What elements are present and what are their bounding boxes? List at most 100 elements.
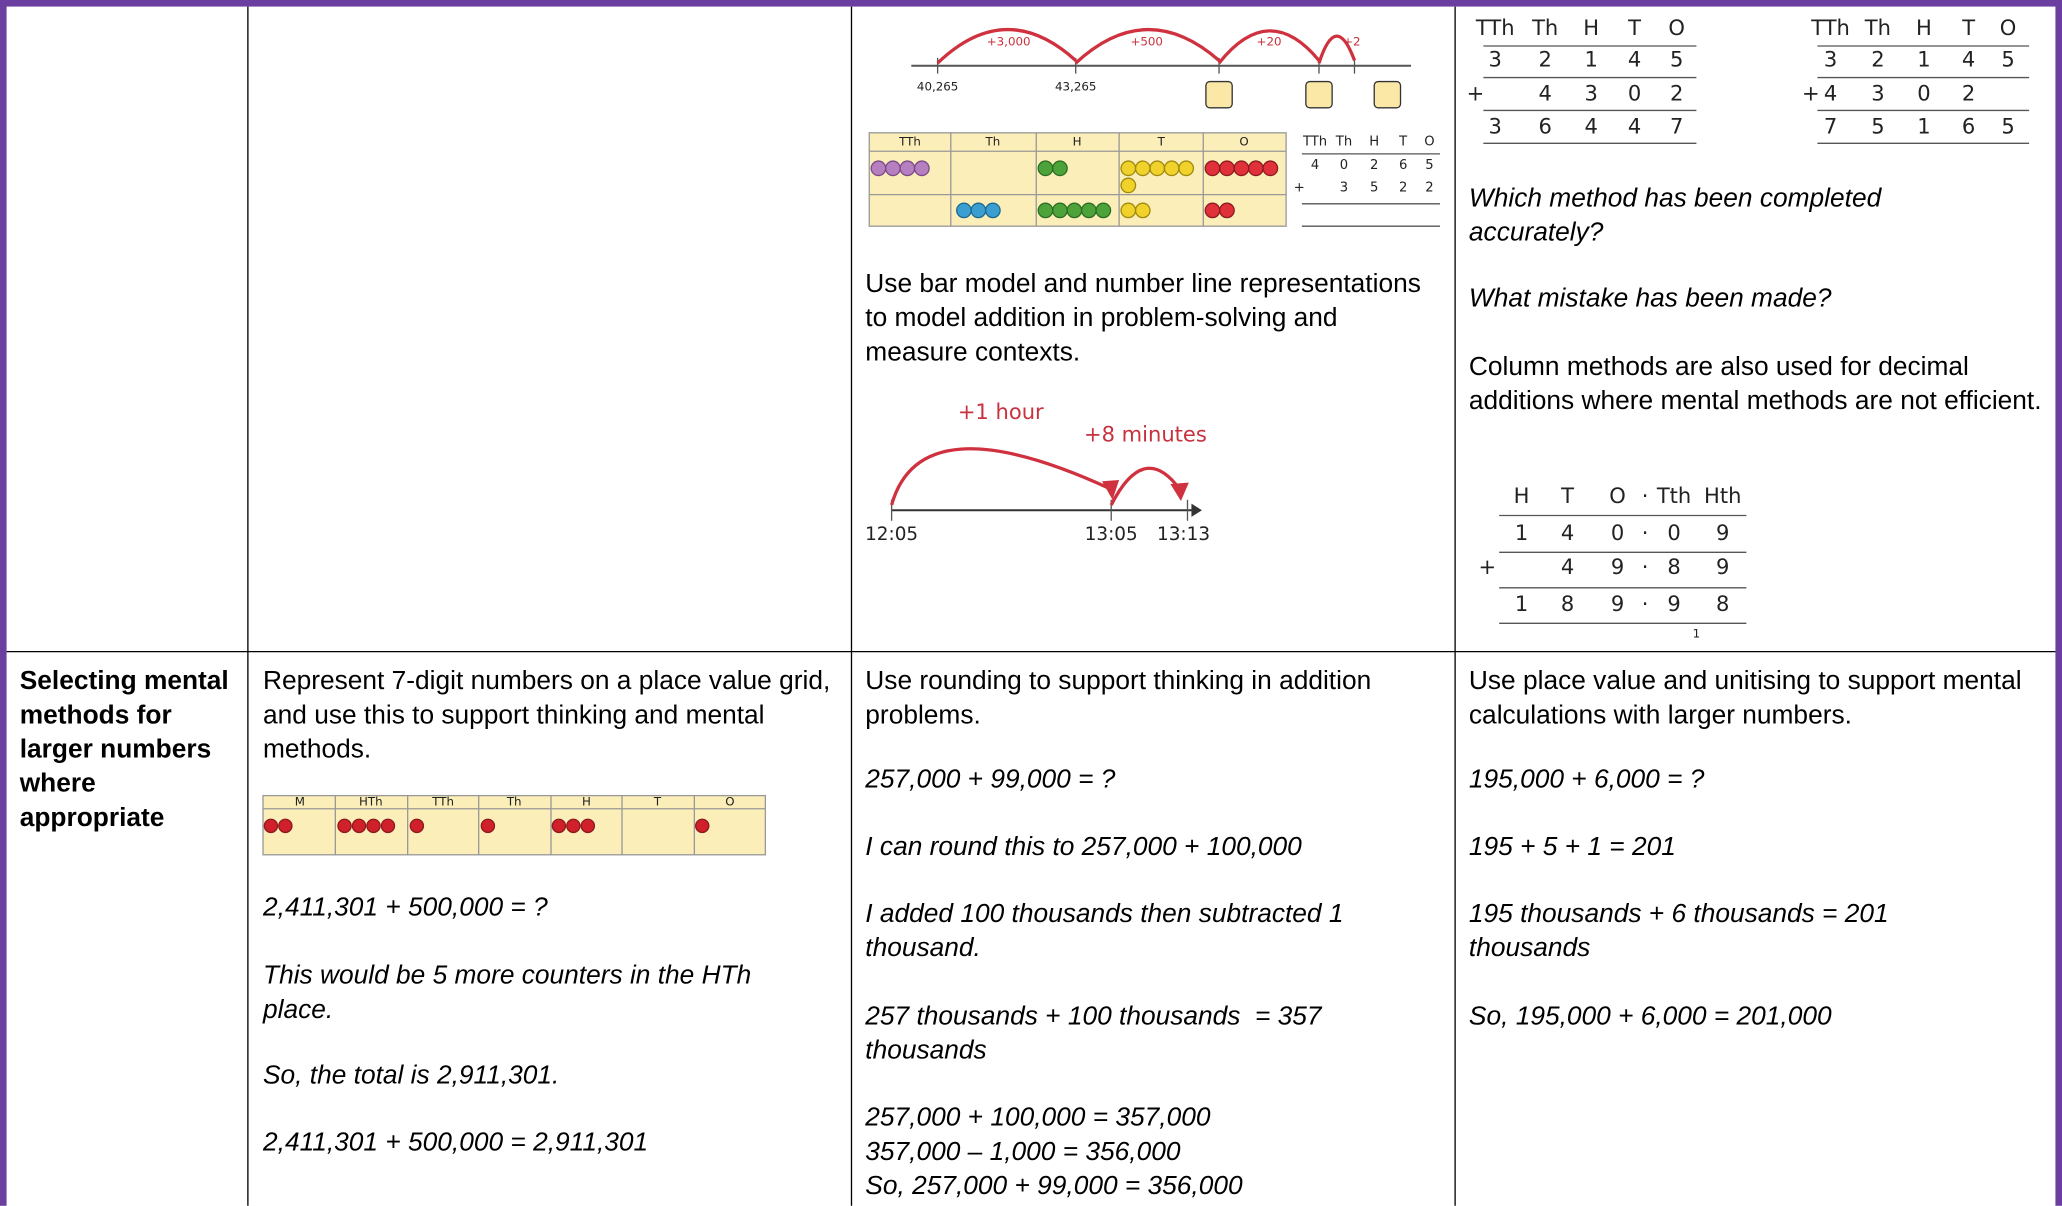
digit: 3 <box>1585 81 1598 106</box>
digit: 2 <box>1962 81 1975 106</box>
digit: 4 <box>1628 46 1641 71</box>
time-label: 13:13 <box>1157 524 1210 545</box>
grid-header: H <box>582 795 591 809</box>
frame <box>0 0 7 1206</box>
column-header: Th <box>1335 135 1352 150</box>
grid-header: TTh <box>431 795 454 809</box>
question: What mistake has been made? <box>1468 284 1832 313</box>
column-header: Hth <box>1704 483 1741 508</box>
digit: · <box>1642 520 1649 545</box>
digit: 2 <box>1425 181 1433 196</box>
column-header: H <box>1369 135 1379 150</box>
digit: 8 <box>1716 591 1729 616</box>
frame <box>2055 0 2062 1206</box>
example: 195 thousands + 6 thousands = 201 thousa… <box>1468 899 1889 963</box>
grid-header: O <box>725 795 734 809</box>
digit: 9 <box>1716 554 1729 579</box>
time-label: 12:05 <box>865 524 918 545</box>
jump-label: +500 <box>1130 35 1163 49</box>
example: I can round this to 257,000 + 100,000 <box>865 832 1302 862</box>
column-header: T <box>1627 15 1641 40</box>
column-header: Th <box>1531 15 1558 40</box>
digit: 1 <box>1917 114 1930 139</box>
column-header: T <box>1398 135 1408 150</box>
example: 2,411,301 + 500,000 = 2,911,301 <box>263 1128 649 1158</box>
plus-sign: + <box>1802 81 1820 106</box>
digit: 3 <box>1489 46 1502 71</box>
digit: 0 <box>1340 158 1348 173</box>
column-header: O <box>1668 15 1685 40</box>
grid-header: T <box>653 795 662 809</box>
paragraph: Use rounding to support thinking in addi… <box>865 666 1372 730</box>
digit: 1 <box>1585 46 1598 71</box>
place-value-grid <box>262 794 767 856</box>
number-line <box>911 27 1412 109</box>
digit: 8 <box>1667 554 1680 579</box>
digit: 7 <box>1824 114 1837 139</box>
time-label: 13:05 <box>1085 524 1138 545</box>
digit: 1 <box>1917 46 1930 71</box>
digit: 9 <box>1611 554 1624 579</box>
jump-label: +3,000 <box>987 35 1031 49</box>
question: Which method has been completed accurate… <box>1468 184 1882 248</box>
grid-header: Th <box>984 135 1000 149</box>
digit: 5 <box>2001 46 2014 71</box>
column-header: TTh <box>1475 15 1515 40</box>
grid-header: T <box>1157 135 1166 149</box>
example: So, the total is 2,911,301. <box>263 1061 560 1091</box>
grid-header: H <box>1073 135 1082 149</box>
digit: 8 <box>1561 591 1574 616</box>
plus-sign: + <box>1294 181 1305 196</box>
example: 195,000 + 6,000 = ? <box>1468 765 1705 795</box>
digit: 3 <box>1824 46 1837 71</box>
digit: 6 <box>1538 114 1551 139</box>
digit: 3 <box>1871 81 1884 106</box>
example: So, 195,000 + 6,000 = 201,000 <box>1468 1002 1832 1031</box>
paragraph: Use place value and unitising to support… <box>1468 666 2022 730</box>
grid-header: M <box>295 795 305 809</box>
example: 257 thousands + 100 thousands = 357 thou… <box>865 1002 1329 1066</box>
column-header: H <box>1583 15 1599 40</box>
digit: 4 <box>1538 81 1551 106</box>
number-line-label: 43,265 <box>1055 79 1096 93</box>
example: 2,411,301 + 500,000 = ? <box>263 892 548 922</box>
digit: 4 <box>1824 81 1837 106</box>
digit: 6 <box>1962 114 1975 139</box>
example: So, 257,000 + 99,000 = 356,000 <box>865 1171 1243 1201</box>
digit: 6 <box>1399 158 1407 173</box>
example: 195 + 5 + 1 = 201 <box>1468 832 1676 862</box>
digit: · <box>1642 591 1649 616</box>
digit: 4 <box>1561 554 1574 579</box>
digit: 4 <box>1962 46 1975 71</box>
digit: 5 <box>2001 114 2014 139</box>
paragraph: Column methods are also used for decimal… <box>1468 352 2042 416</box>
number-line-label: 40,265 <box>917 79 958 93</box>
plus-sign: + <box>1479 554 1497 579</box>
digit: 5 <box>1871 114 1884 139</box>
digit: · <box>1642 554 1649 579</box>
digit: 2 <box>1538 46 1551 71</box>
column-header: T <box>1961 15 1975 40</box>
digit: 1 <box>1515 520 1528 545</box>
digit: 2 <box>1370 158 1378 173</box>
column-header: TTh <box>1810 15 1850 40</box>
cell-borders <box>6 6 2056 1206</box>
digit: 7 <box>1670 114 1683 139</box>
column-header: · <box>1642 483 1649 508</box>
sum-rules <box>1301 45 2030 624</box>
digit: 9 <box>1716 520 1729 545</box>
example: This would be 5 more counters in the HTh… <box>263 961 752 1025</box>
digit: 1 <box>1515 591 1528 616</box>
digit: 5 <box>1670 46 1683 71</box>
carry-digit: 1 <box>1693 626 1701 640</box>
digit: 2 <box>1399 181 1407 196</box>
example: 257,000 + 99,000 = ? <box>865 765 1116 795</box>
paragraph: Represent 7-digit numbers on a place val… <box>263 666 831 765</box>
column-header: T <box>1560 483 1574 508</box>
column-header: H <box>1916 15 1932 40</box>
digit: 4 <box>1561 520 1574 545</box>
jump-label: +8 minutes <box>1084 421 1207 446</box>
digit: 2 <box>1670 81 1683 106</box>
column-header: Tth <box>1656 483 1691 508</box>
